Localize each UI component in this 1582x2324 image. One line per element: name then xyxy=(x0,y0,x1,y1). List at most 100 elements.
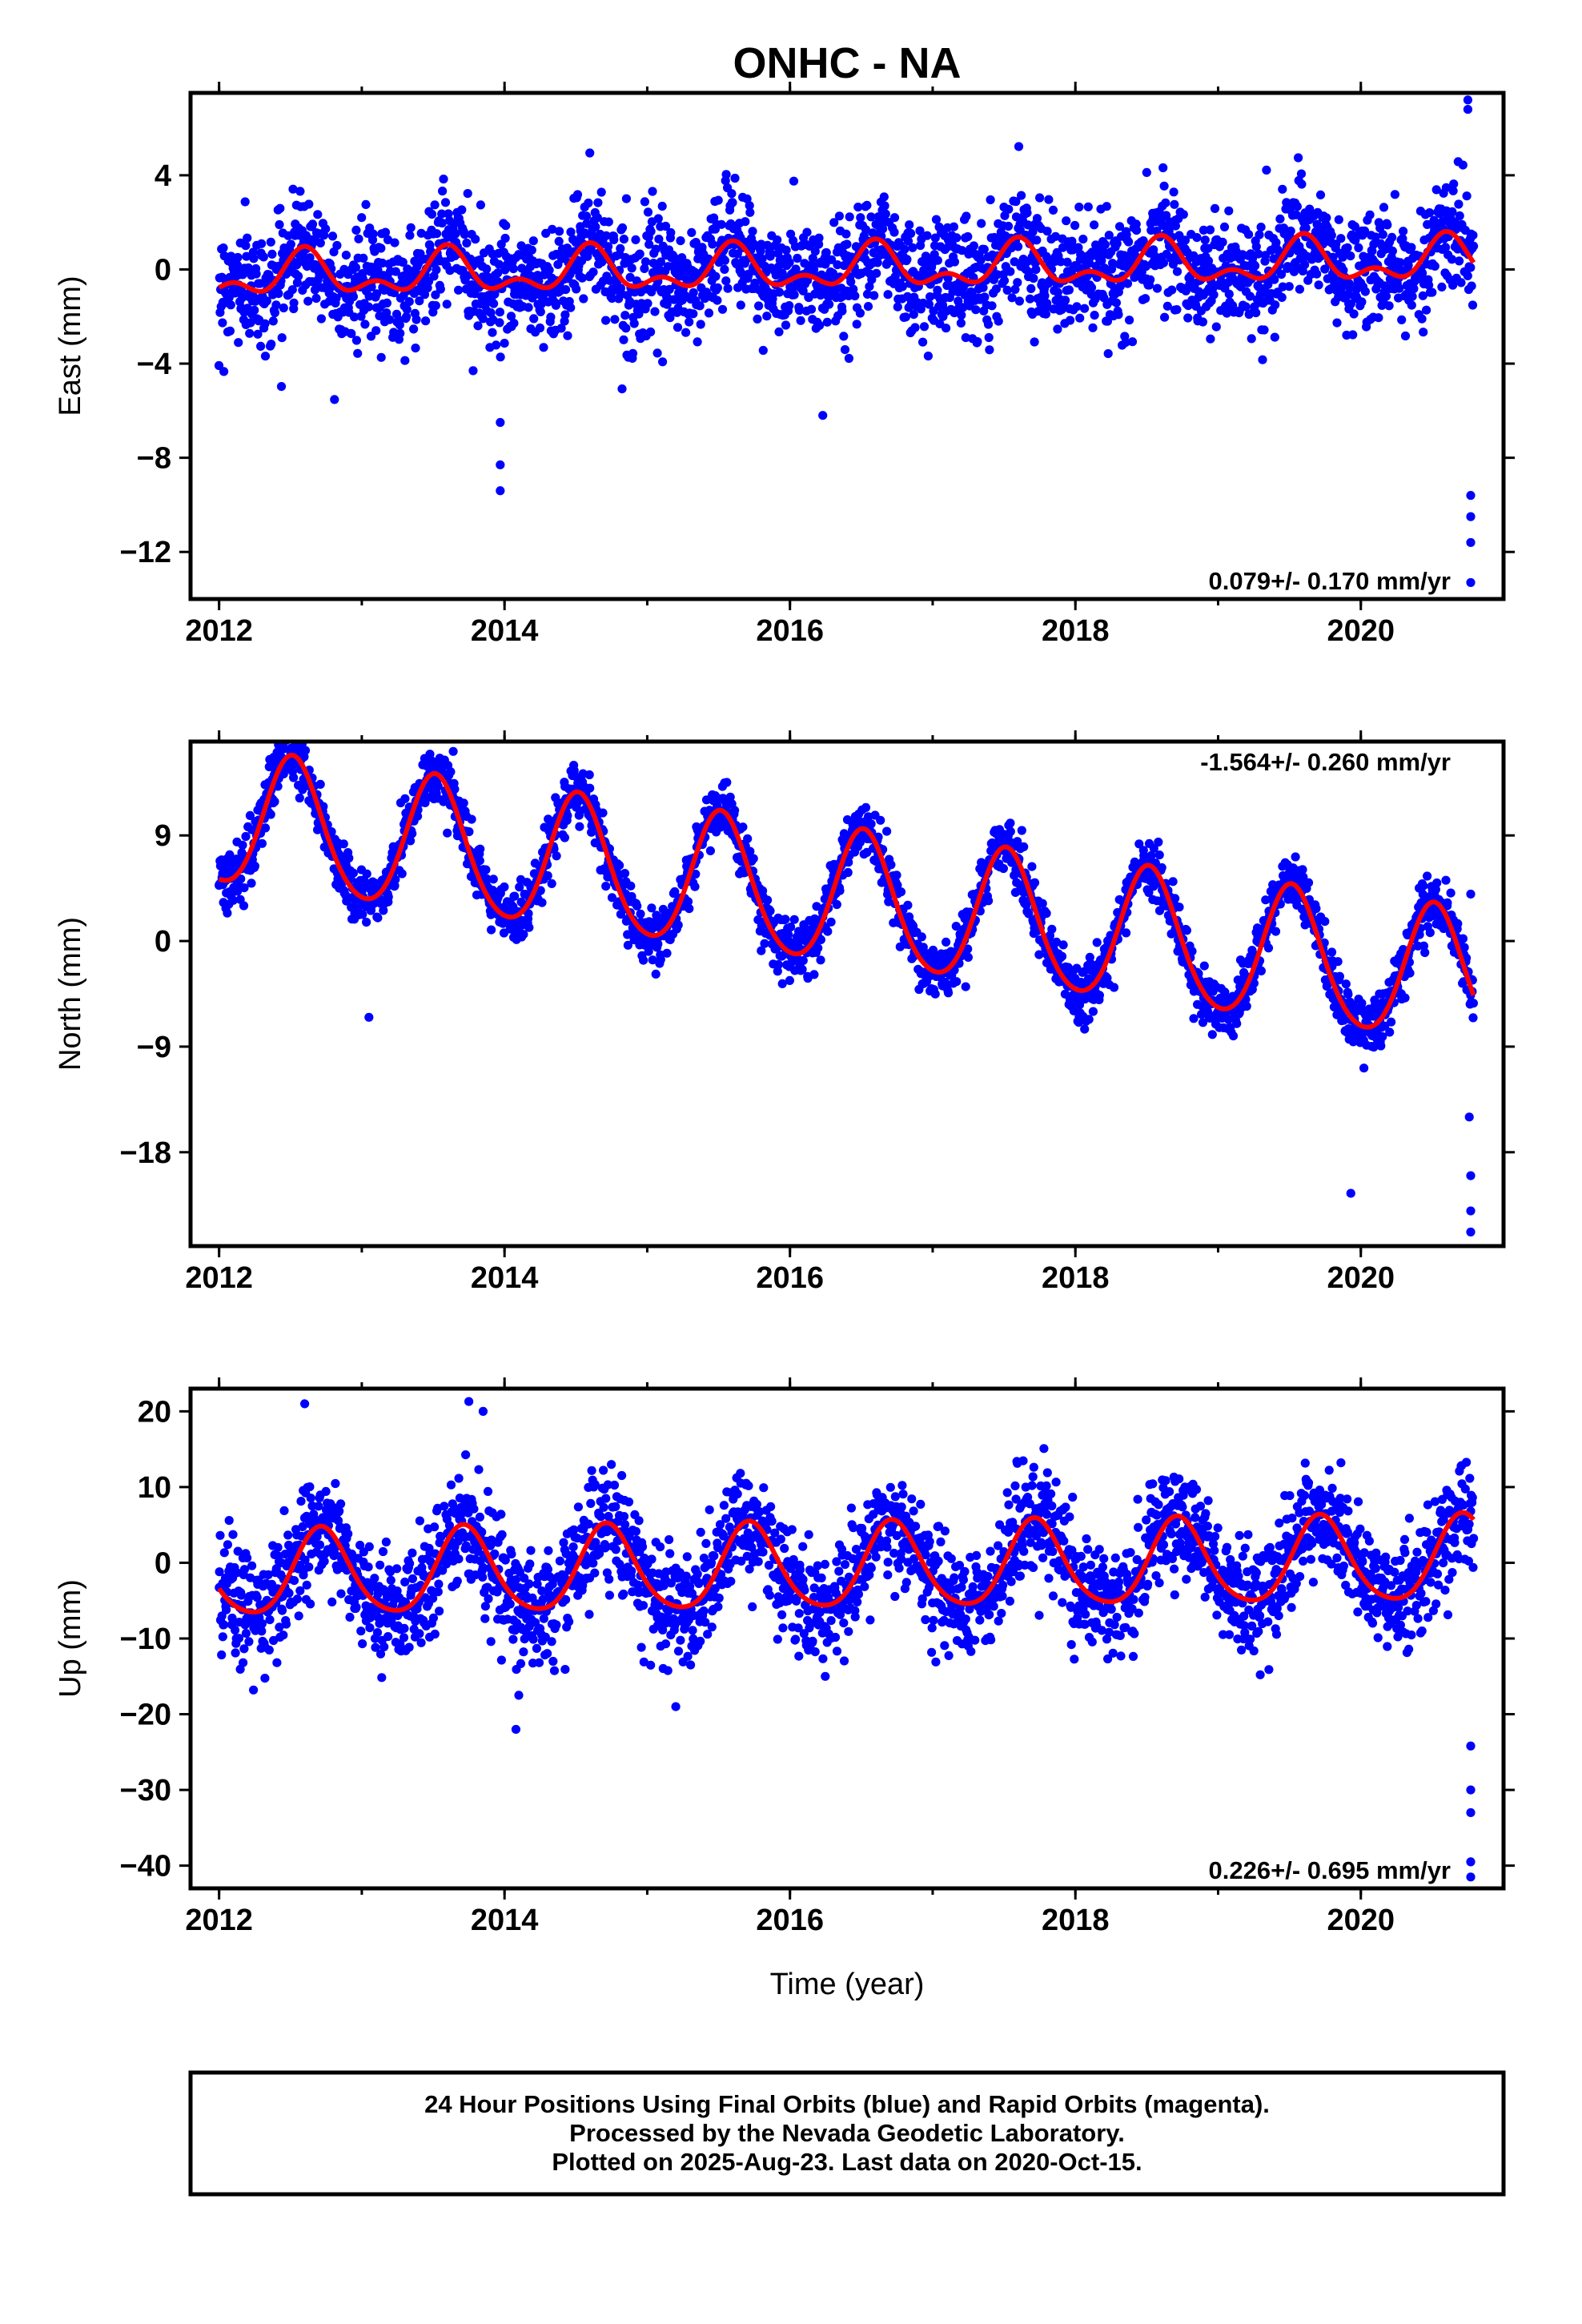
north-point xyxy=(823,927,833,936)
east-point xyxy=(890,271,900,282)
east-point xyxy=(933,285,942,295)
east-point xyxy=(640,263,649,273)
east-point xyxy=(863,302,873,312)
east-point xyxy=(1399,227,1408,236)
east-point xyxy=(1162,301,1172,311)
east-point xyxy=(500,233,510,243)
east-point xyxy=(640,197,650,207)
north-point xyxy=(1228,1031,1239,1041)
north-point xyxy=(1333,957,1343,967)
north-point xyxy=(789,915,799,924)
east-point xyxy=(1041,309,1050,319)
east-point xyxy=(1336,234,1346,243)
east-point xyxy=(926,292,935,302)
east-point xyxy=(845,212,854,222)
north-point xyxy=(673,920,683,930)
east-point xyxy=(918,337,928,347)
north-point xyxy=(1256,966,1266,975)
north-point xyxy=(1088,1007,1098,1016)
north-point xyxy=(1122,928,1131,938)
east-point xyxy=(348,292,358,302)
east-point xyxy=(1271,300,1280,310)
north-point xyxy=(1298,865,1307,875)
east-point xyxy=(881,209,890,219)
east-point xyxy=(745,207,755,217)
east-point xyxy=(957,310,966,320)
east-point xyxy=(1178,210,1188,219)
east-point xyxy=(867,275,877,284)
east-point xyxy=(1374,313,1383,323)
north-point xyxy=(1154,850,1164,860)
north-point xyxy=(1242,1001,1251,1011)
east-point xyxy=(268,316,278,326)
east-point xyxy=(865,282,874,292)
east-point xyxy=(415,296,424,306)
north-point xyxy=(563,810,572,820)
east-point xyxy=(1138,236,1148,246)
east-point xyxy=(1345,283,1355,293)
east-point xyxy=(1160,312,1170,322)
east-point xyxy=(991,284,1001,294)
north-point xyxy=(519,930,528,939)
east-point xyxy=(1070,220,1080,231)
east-point xyxy=(305,253,315,263)
east-point xyxy=(1419,328,1428,337)
east-point xyxy=(757,254,767,263)
east-point xyxy=(1078,235,1088,244)
east-x-tick-label: 2020 xyxy=(1327,614,1395,648)
east-point xyxy=(625,272,635,282)
east-point xyxy=(495,308,505,317)
north-point xyxy=(832,899,841,910)
east-point xyxy=(256,341,266,351)
north-point xyxy=(1241,995,1251,1004)
north-point xyxy=(632,901,642,911)
east-outlier-point xyxy=(1466,491,1476,501)
east-point xyxy=(402,304,412,314)
east-point xyxy=(984,332,994,343)
east-point xyxy=(1044,195,1054,204)
east-point xyxy=(1447,207,1457,216)
east-point xyxy=(1278,184,1287,194)
north-point xyxy=(903,900,913,910)
east-point xyxy=(689,287,698,298)
north-point xyxy=(537,898,547,907)
east-point xyxy=(849,284,858,294)
east-point xyxy=(963,231,973,242)
east-point xyxy=(1294,153,1303,163)
east-point xyxy=(883,290,893,300)
east-point xyxy=(1042,227,1052,236)
east-point xyxy=(1468,231,1478,240)
east-point xyxy=(561,285,571,295)
east-point xyxy=(1448,186,1458,195)
east-point xyxy=(376,243,386,253)
east-point xyxy=(793,253,802,263)
figure-title: ONHC - NA xyxy=(733,39,962,87)
east-point xyxy=(657,201,667,211)
east-point xyxy=(440,198,451,207)
east-point xyxy=(1278,282,1287,292)
east-plot-frame xyxy=(188,90,1506,601)
east-point xyxy=(704,308,714,318)
east-point xyxy=(1349,309,1359,319)
east-point xyxy=(741,217,750,227)
east-point xyxy=(271,300,281,310)
east-point xyxy=(901,312,910,322)
east-point xyxy=(327,231,338,241)
east-outlier-point xyxy=(818,411,828,420)
east-point xyxy=(1061,296,1070,305)
east-point xyxy=(773,235,782,245)
east-point xyxy=(1029,273,1038,283)
east-point xyxy=(579,294,588,304)
east-point xyxy=(617,384,627,394)
north-point xyxy=(743,834,753,843)
east-point xyxy=(745,201,754,211)
east-point xyxy=(1035,193,1045,203)
east-point xyxy=(949,222,958,231)
east-point xyxy=(994,316,1003,326)
east-point xyxy=(560,310,570,320)
east-point xyxy=(1255,230,1264,239)
east-point xyxy=(219,367,229,376)
east-point xyxy=(1346,299,1355,309)
east-point xyxy=(1022,208,1032,218)
east-point xyxy=(1172,305,1182,315)
